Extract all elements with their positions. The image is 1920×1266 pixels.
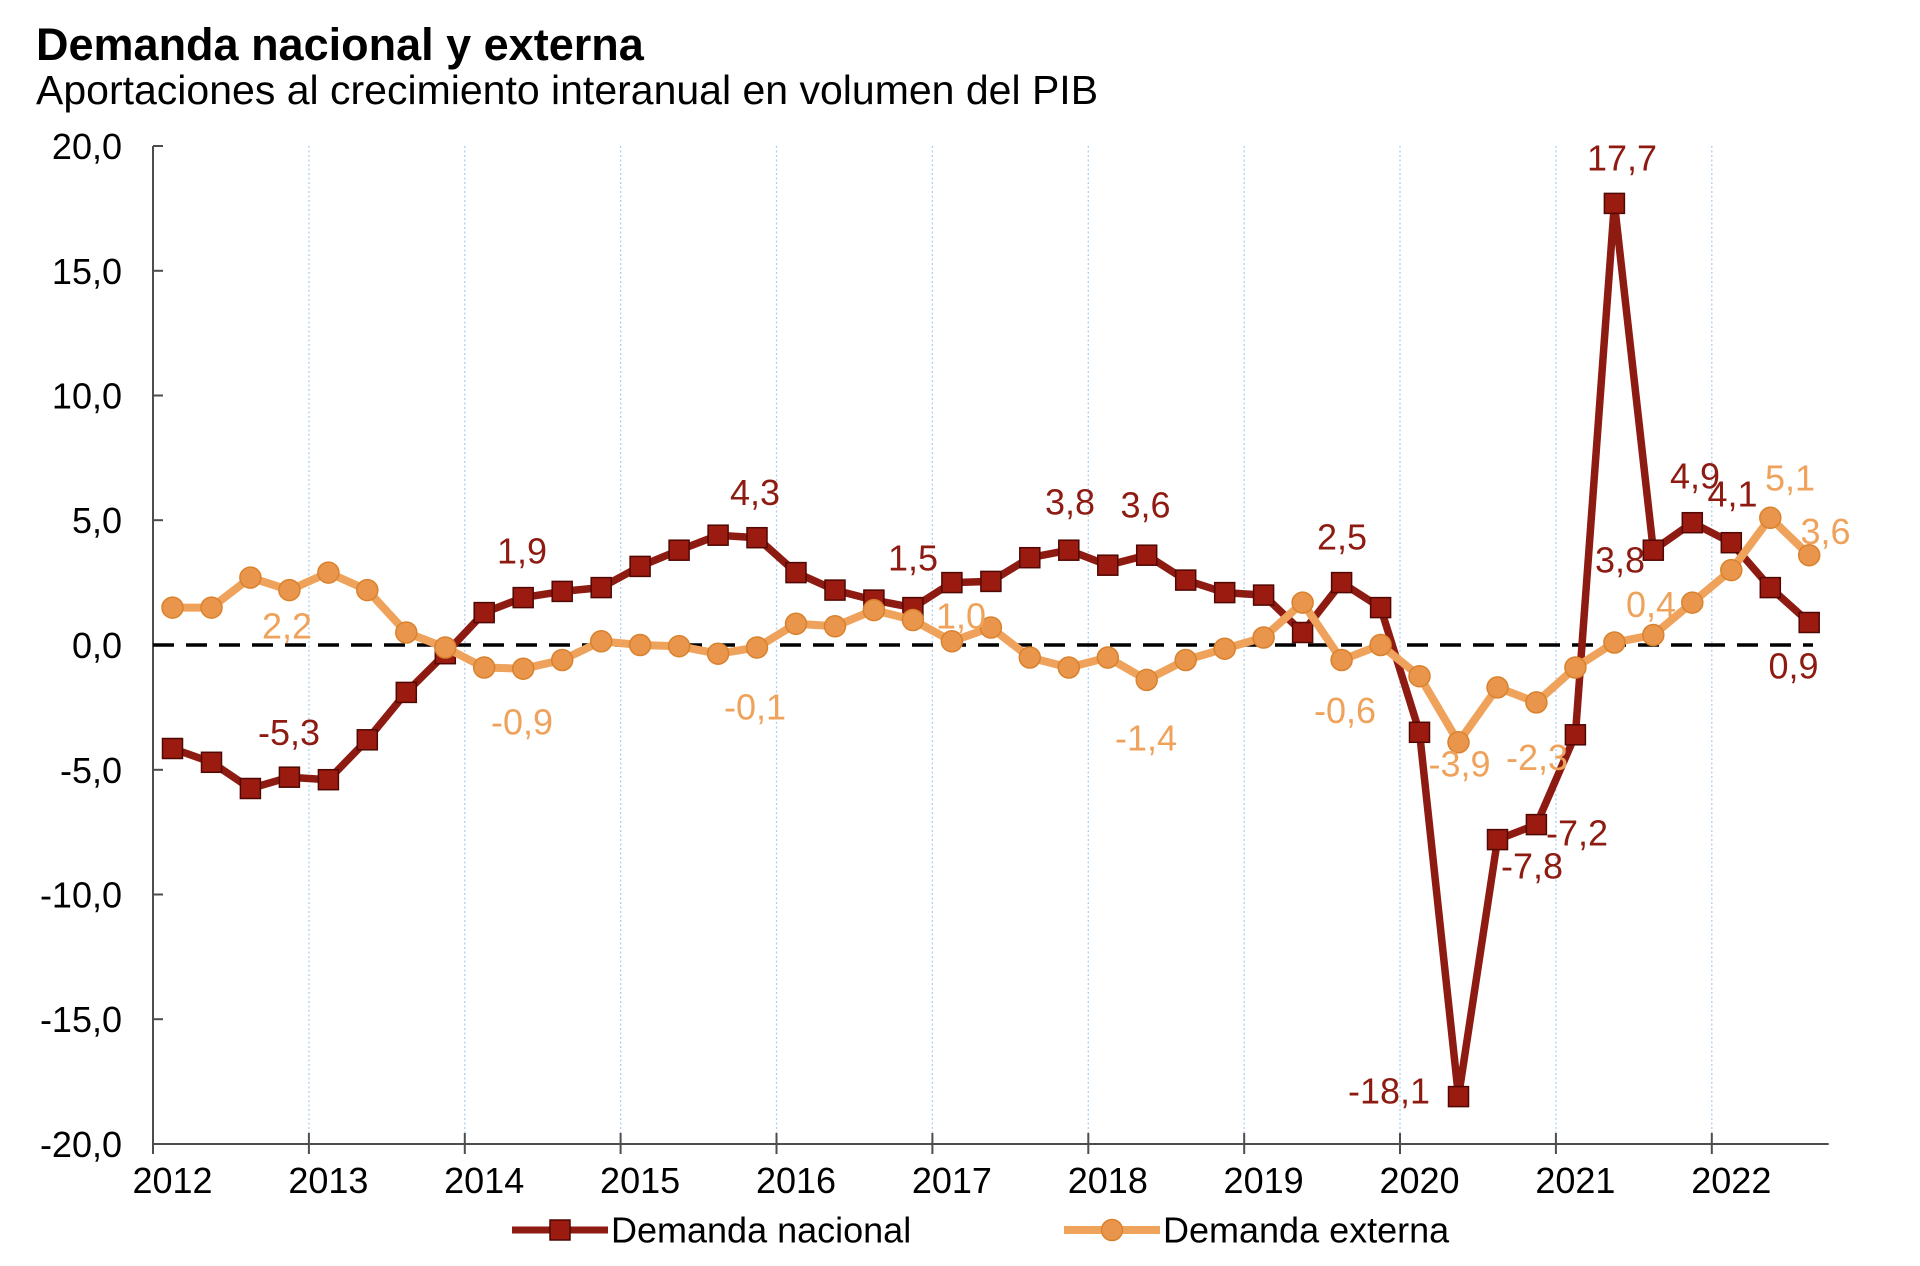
svg-text:3,6: 3,6 — [1800, 511, 1850, 552]
svg-text:2022: 2022 — [1691, 1160, 1771, 1201]
svg-text:2018: 2018 — [1068, 1160, 1148, 1201]
svg-text:-7,8: -7,8 — [1501, 846, 1563, 887]
svg-text:0,0: 0,0 — [72, 625, 122, 666]
svg-text:-0,9: -0,9 — [491, 702, 553, 743]
svg-text:2016: 2016 — [756, 1160, 836, 1201]
svg-text:-7,2: -7,2 — [1546, 813, 1608, 854]
svg-text:-10,0: -10,0 — [40, 875, 122, 916]
svg-text:-2,3: -2,3 — [1506, 737, 1568, 778]
svg-text:2015: 2015 — [600, 1160, 680, 1201]
svg-text:Demanda nacional y externa: Demanda nacional y externa — [36, 19, 645, 70]
svg-text:0,9: 0,9 — [1768, 646, 1818, 687]
svg-text:2014: 2014 — [444, 1160, 524, 1201]
svg-text:-5,0: -5,0 — [60, 750, 122, 791]
svg-text:3,8: 3,8 — [1045, 482, 1095, 523]
svg-text:Demanda nacional: Demanda nacional — [611, 1210, 911, 1251]
svg-text:5,0: 5,0 — [72, 500, 122, 541]
svg-text:2019: 2019 — [1224, 1160, 1304, 1201]
svg-text:-3,9: -3,9 — [1428, 744, 1490, 785]
svg-text:-5,3: -5,3 — [258, 712, 320, 753]
svg-text:20,0: 20,0 — [52, 126, 122, 167]
svg-text:2021: 2021 — [1535, 1160, 1615, 1201]
svg-text:-0,1: -0,1 — [724, 687, 786, 728]
svg-text:2,5: 2,5 — [1317, 517, 1367, 558]
svg-text:-1,4: -1,4 — [1115, 718, 1177, 759]
svg-text:4,1: 4,1 — [1707, 474, 1757, 515]
svg-text:Demanda externa: Demanda externa — [1163, 1210, 1450, 1251]
svg-text:3,8: 3,8 — [1595, 540, 1645, 581]
svg-text:-15,0: -15,0 — [40, 999, 122, 1040]
svg-text:4,3: 4,3 — [730, 472, 780, 513]
svg-text:2012: 2012 — [132, 1160, 212, 1201]
svg-text:-0,6: -0,6 — [1314, 690, 1376, 731]
svg-text:1,0: 1,0 — [936, 596, 986, 637]
svg-text:Aportaciones al crecimiento in: Aportaciones al crecimiento interanual e… — [36, 67, 1098, 113]
svg-text:2013: 2013 — [288, 1160, 368, 1201]
svg-text:3,6: 3,6 — [1120, 485, 1170, 526]
svg-text:2020: 2020 — [1379, 1160, 1459, 1201]
svg-text:1,9: 1,9 — [497, 531, 547, 572]
svg-text:1,5: 1,5 — [888, 538, 938, 579]
svg-text:-18,1: -18,1 — [1348, 1071, 1430, 1112]
svg-text:5,1: 5,1 — [1765, 458, 1815, 499]
svg-text:0,4: 0,4 — [1626, 584, 1676, 625]
svg-text:-20,0: -20,0 — [40, 1124, 122, 1165]
svg-text:10,0: 10,0 — [52, 376, 122, 417]
svg-text:2,2: 2,2 — [262, 606, 312, 647]
svg-text:2017: 2017 — [912, 1160, 992, 1201]
svg-text:4,9: 4,9 — [1670, 456, 1720, 497]
svg-text:15,0: 15,0 — [52, 251, 122, 292]
svg-text:17,7: 17,7 — [1587, 138, 1657, 179]
